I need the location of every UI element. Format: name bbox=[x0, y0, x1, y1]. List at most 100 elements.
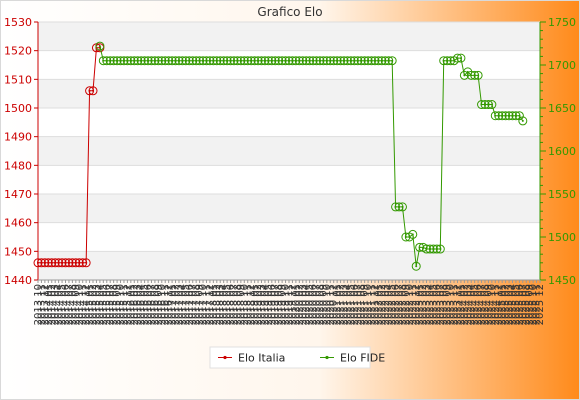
x-axis-tick-label: 2018 11 bbox=[243, 284, 254, 325]
x-axis-tick-label: 2023 06 bbox=[432, 284, 443, 325]
x-axis-tick-label: 2024 10 bbox=[487, 284, 498, 325]
x-axis-tick-label: 2017 11 bbox=[201, 284, 212, 325]
x-axis-tick-label: 2018 12 bbox=[246, 284, 257, 325]
x-axis-tick-label: 2021 04 bbox=[342, 284, 353, 325]
x-axis-tick-label: 2024 09 bbox=[483, 284, 494, 325]
series-point bbox=[435, 244, 445, 254]
x-axis-tick-label: 2018 01 bbox=[208, 284, 219, 325]
x-axis-tick-label: 2015 12 bbox=[122, 284, 133, 325]
series-point-dot bbox=[401, 205, 404, 208]
series-point-dot bbox=[415, 265, 418, 268]
x-axis-tick-label: 2019 02 bbox=[253, 284, 264, 325]
series-point bbox=[456, 53, 466, 63]
x-axis-tick-label: 2016 01 bbox=[126, 284, 137, 325]
x-axis-tick-label: 2023 04 bbox=[425, 284, 436, 325]
x-axis-tick-label: 2024 07 bbox=[477, 284, 488, 325]
grid-band bbox=[38, 251, 540, 280]
x-axis-tick-label: 2019 06 bbox=[267, 284, 278, 325]
x-axis-tick-label: 2025 12 bbox=[535, 284, 546, 325]
x-axis-tick-label: 2015 02 bbox=[88, 284, 99, 325]
x-axis-tick-label: 2018 07 bbox=[229, 284, 240, 325]
left-axis-tick-label: 1440 bbox=[4, 274, 32, 287]
x-axis-tick-label: 2025 05 bbox=[511, 284, 522, 325]
series-point-dot bbox=[477, 74, 480, 77]
legend-swatch-point bbox=[325, 355, 329, 360]
x-axis-tick-label: 2018 10 bbox=[239, 284, 250, 325]
x-axis-tick-label: 2023 02 bbox=[418, 284, 429, 325]
x-axis-tick-label: 2017 06 bbox=[184, 284, 195, 325]
x-axis-tick-label: 2025 04 bbox=[507, 284, 518, 325]
x-axis-tick-label: 2019 11 bbox=[284, 284, 295, 325]
x-axis-tick-label: 2024 05 bbox=[470, 284, 481, 325]
series-point-dot bbox=[459, 57, 462, 60]
series-point-dot bbox=[439, 248, 442, 251]
x-axis-tick-label: 2020 05 bbox=[305, 284, 316, 325]
x-axis-tick-label: 2022 04 bbox=[384, 284, 395, 325]
x-axis-tick-label: 2023 09 bbox=[442, 284, 453, 325]
series-elo-fide bbox=[95, 41, 528, 271]
series-point bbox=[95, 41, 105, 51]
left-axis-tick-label: 1490 bbox=[4, 131, 32, 144]
x-axis-tick-label: 2022 03 bbox=[380, 284, 391, 325]
x-axis-tick-label: 2021 06 bbox=[349, 284, 360, 325]
x-axis-tick-label: 2014 08 bbox=[67, 284, 78, 325]
x-axis-tick-label: 2016 04 bbox=[136, 284, 147, 325]
x-axis-tick-label: 2014 03 bbox=[50, 284, 61, 325]
series-point bbox=[473, 70, 483, 80]
x-axis-tick-label: 2024 02 bbox=[459, 284, 470, 325]
left-axis-tick-label: 1520 bbox=[4, 45, 32, 58]
right-axis-tick-label: 1550 bbox=[548, 188, 576, 201]
x-axis-tick-label: 2023 05 bbox=[428, 284, 439, 325]
x-axis-tick-label: 2025 03 bbox=[504, 284, 515, 325]
series-point bbox=[397, 202, 407, 212]
x-axis-tick-label: 2018 06 bbox=[226, 284, 237, 325]
x-axis-tick-label: 2015 09 bbox=[112, 284, 123, 325]
x-axis-tick-label: 2014 09 bbox=[71, 284, 82, 325]
x-axis-tick-label: 2017 04 bbox=[177, 284, 188, 325]
x-axis-tick-label: 2024 01 bbox=[456, 284, 467, 325]
x-axis-tick-label: 2020 06 bbox=[308, 284, 319, 325]
legend-label: Elo FIDE bbox=[340, 352, 385, 365]
x-axis-tick-label: 2014 12 bbox=[81, 284, 92, 325]
x-axis-tick-label: 2021 11 bbox=[367, 284, 378, 325]
x-axis-tick-label: 2025 08 bbox=[521, 284, 532, 325]
left-axis-tick-label: 1470 bbox=[4, 188, 32, 201]
left-axis-tick-label: 1500 bbox=[4, 102, 32, 115]
x-axis-tick-label: 2025 02 bbox=[501, 284, 512, 325]
x-axis-tick-label: 2016 11 bbox=[160, 284, 171, 325]
series-point-dot bbox=[411, 233, 414, 236]
series-point-dot bbox=[92, 89, 95, 92]
grid-band bbox=[38, 194, 540, 223]
x-axis-tick-label: 2015 07 bbox=[105, 284, 116, 325]
x-axis-tick-label: 2014 06 bbox=[61, 284, 72, 325]
x-axis-tick-label: 2019 10 bbox=[281, 284, 292, 325]
chart-title: Grafico Elo bbox=[257, 5, 322, 19]
right-axis-tick-label: 1750 bbox=[548, 16, 576, 29]
x-axis-tick-label: 2021 05 bbox=[346, 284, 357, 325]
series-point-dot bbox=[98, 45, 101, 48]
x-axis-tick-label: 2013 10 bbox=[33, 284, 44, 325]
x-axis-tick-label: 2016 10 bbox=[157, 284, 168, 325]
x-axis-tick-label: 2016 09 bbox=[153, 284, 164, 325]
x-axis-tick-label: 2017 10 bbox=[198, 284, 209, 325]
series-point bbox=[459, 70, 469, 80]
series-line bbox=[99, 45, 524, 267]
x-axis-tick-label: 2014 07 bbox=[64, 284, 75, 325]
left-axis-tick-label: 1450 bbox=[4, 245, 32, 258]
series-point-dot bbox=[518, 114, 521, 117]
x-axis-tick-label: 2023 03 bbox=[422, 284, 433, 325]
x-axis-tick-label: 2022 02 bbox=[377, 284, 388, 325]
x-axis-tick-label: 2020 03 bbox=[298, 284, 309, 325]
legend: Elo Italia Elo FIDE bbox=[209, 346, 385, 369]
x-axis-tick-label: 2013 12 bbox=[40, 284, 51, 325]
x-axis-tick-label: 2021 09 bbox=[360, 284, 371, 325]
x-axis-tick-label: 2019 08 bbox=[274, 284, 285, 325]
x-axis-tick-label: 2025 06 bbox=[514, 284, 525, 325]
x-axis-tick-label: 2022 05 bbox=[387, 284, 398, 325]
x-axis-tick-label: 2023 10 bbox=[446, 284, 457, 325]
x-axis-tick-label: 2019 05 bbox=[263, 284, 274, 325]
x-axis-tick-label: 2018 09 bbox=[236, 284, 247, 325]
series-point-dot bbox=[521, 119, 524, 122]
